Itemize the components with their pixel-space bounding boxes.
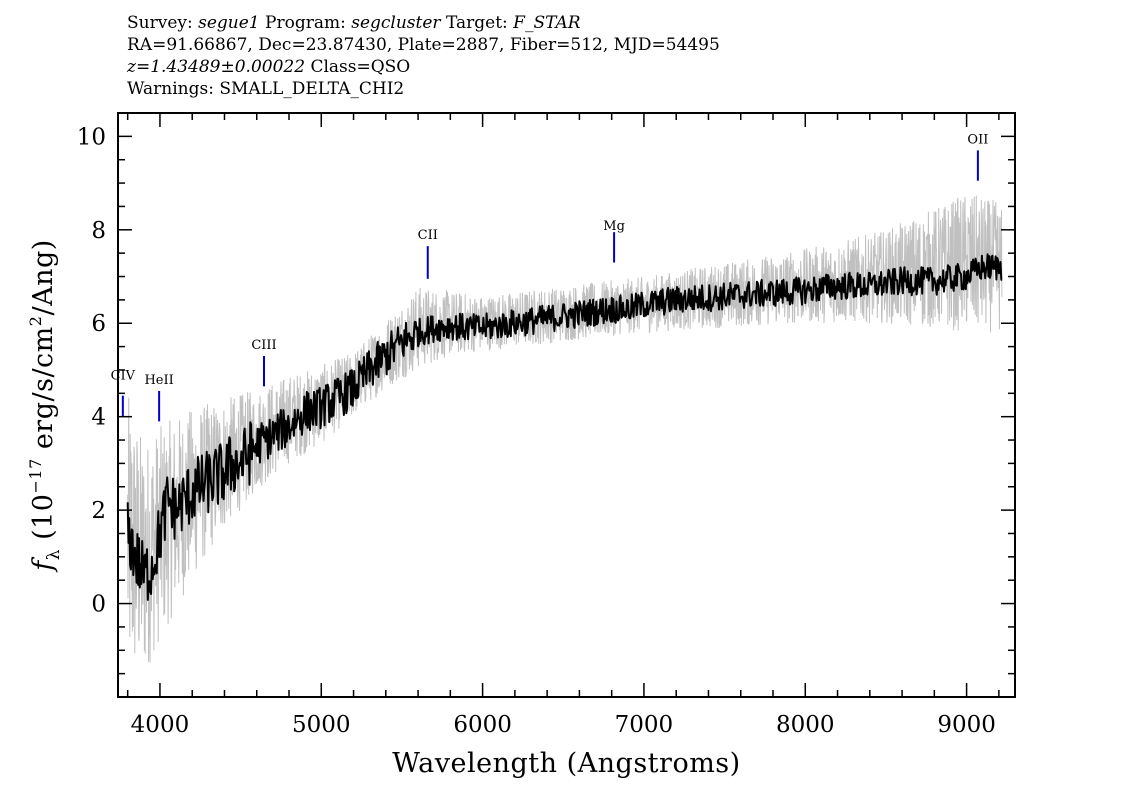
x-tick-label: 7000	[615, 712, 674, 738]
y-tick-label: 8	[91, 218, 106, 244]
target-label: Target:	[445, 13, 508, 33]
spectrum-header: Survey: segue1 Program: segcluster Targe…	[127, 12, 720, 100]
smoothed-spectrum	[126, 253, 1003, 601]
emission-line-markers: CIV HeII CIII CII Mg OII	[111, 132, 988, 422]
emission-line-label-ciii: CIII	[251, 338, 276, 353]
x-tick-label: 4000	[131, 712, 190, 738]
target-value: F_STAR	[513, 13, 581, 33]
x-tick-label: 5000	[292, 712, 351, 738]
plot-frame	[117, 112, 1016, 698]
x-tick-label: 6000	[453, 712, 512, 738]
survey-value: segue1	[198, 13, 260, 33]
emission-line-label-civ: CIV	[111, 368, 136, 383]
x-tick-label: 9000	[937, 712, 996, 738]
y-tick-label: 10	[77, 124, 106, 150]
x-axis-label: Wavelength (Angstroms)	[392, 748, 740, 779]
emission-line-label-cii: CII	[418, 228, 438, 243]
program-value: segcluster	[351, 13, 441, 33]
emission-line-label-oii: OII	[967, 132, 988, 147]
smoothed-trace	[126, 253, 1003, 601]
x-tick-label: 8000	[776, 712, 835, 738]
y-tick-label: 6	[91, 311, 106, 337]
header-line-coords: RA=91.66867, Dec=23.87430, Plate=2887, F…	[127, 35, 720, 55]
emission-line-label-mg: Mg	[603, 219, 625, 234]
header-line-survey: Survey: segue1 Program: segcluster Targe…	[127, 12, 720, 34]
survey-label: Survey:	[127, 13, 193, 33]
y-axis-label: fλ (10−17 erg/s/cm2/Ang)	[26, 239, 64, 573]
header-line-warnings: Warnings: SMALL_DELTA_CHI2	[127, 79, 405, 99]
redshift-value: z=1.43489±0.00022	[127, 57, 306, 77]
y-tick-label: 2	[91, 498, 106, 524]
class-value: Class=QSO	[310, 57, 411, 77]
axis-ticks: 4000 5000 6000 7000 8000 9000 0 2 4 6 8 10	[77, 112, 1015, 738]
program-label: Program:	[265, 13, 346, 33]
y-tick-label: 0	[91, 592, 106, 618]
emission-line-label-heii: HeII	[144, 373, 173, 388]
header-line-redshift: z=1.43489±0.00022 Class=QSO	[127, 56, 720, 78]
y-tick-label: 4	[91, 405, 106, 431]
